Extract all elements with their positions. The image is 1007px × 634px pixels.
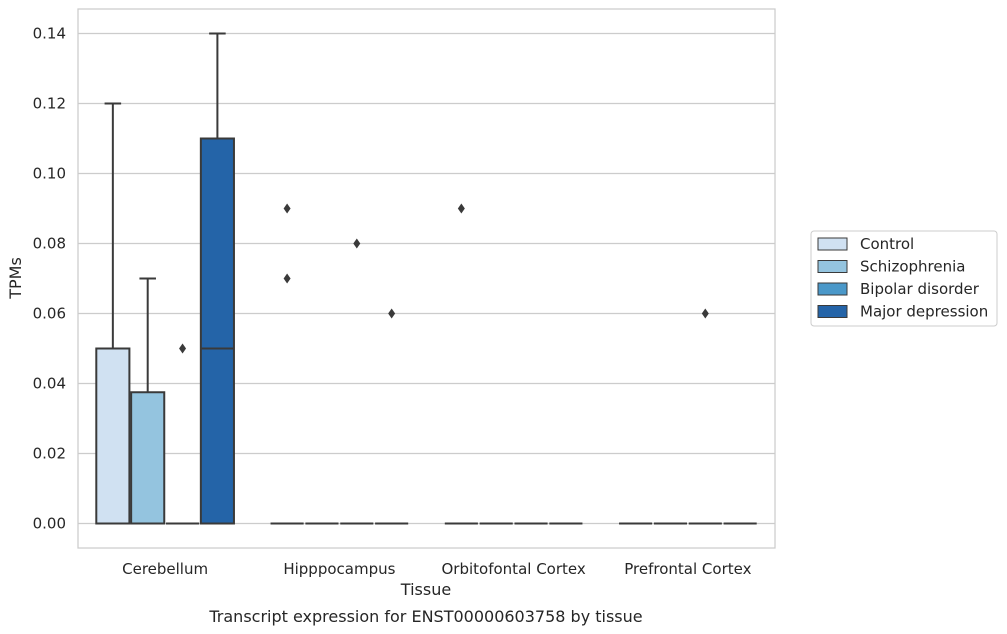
outlier-point [388,308,396,319]
y-tick-label: 0.14 [33,25,66,43]
outlier-point [179,343,187,354]
outlier-point [283,203,291,214]
y-tick-label: 0.08 [33,235,66,253]
legend-label: Control [860,235,914,253]
y-tick-label: 0.04 [33,375,66,393]
boxes-layer [95,32,757,525]
y-tick-label: 0.02 [33,445,66,463]
outlier-point [283,273,291,284]
x-tick-label: Orbitofontal Cortex [442,560,586,578]
legend-swatch [817,305,848,318]
y-tick-label: 0.06 [33,305,66,323]
x-tick-labels: Cerebellum Hipppocampus Orbitofontal Corte… [122,560,751,578]
legend-label: Bipolar disorder [860,280,980,298]
outlier-point [457,203,465,214]
box [199,137,235,525]
legend: Control Schizophrenia Bipolar disorder Majo… [810,230,998,327]
y-tick-label: 0.10 [33,165,66,183]
x-axis-title: Tissue [400,580,451,599]
y-tick-label: 0.12 [33,95,66,113]
x-tick-label: Cerebellum [122,560,208,578]
plot-area-frame [77,8,776,549]
y-axis-title: TPMs [6,257,25,300]
box [95,347,131,525]
x-tick-label: Hipppocampus [283,560,395,578]
plot-area-background [78,9,775,548]
y-tick-labels: 0.00 0.02 0.04 0.06 0.08 0.10 0.12 0.14 [33,25,66,533]
box [130,391,166,525]
outlier-point [701,308,709,319]
x-tick-label: Prefrontal Cortex [624,560,751,578]
outlier-point [353,238,361,249]
grid-lines [78,32,775,525]
y-tick-label: 0.00 [33,515,66,533]
legend-label: Major depression [860,303,988,321]
legend-frame [810,230,998,327]
legend-swatch [817,282,848,296]
legend-label: Schizophrenia [860,258,965,276]
legend-swatch [817,260,848,273]
chart-caption: Transcript expression for ENST0000060375… [208,607,642,626]
legend-swatch [817,237,848,251]
